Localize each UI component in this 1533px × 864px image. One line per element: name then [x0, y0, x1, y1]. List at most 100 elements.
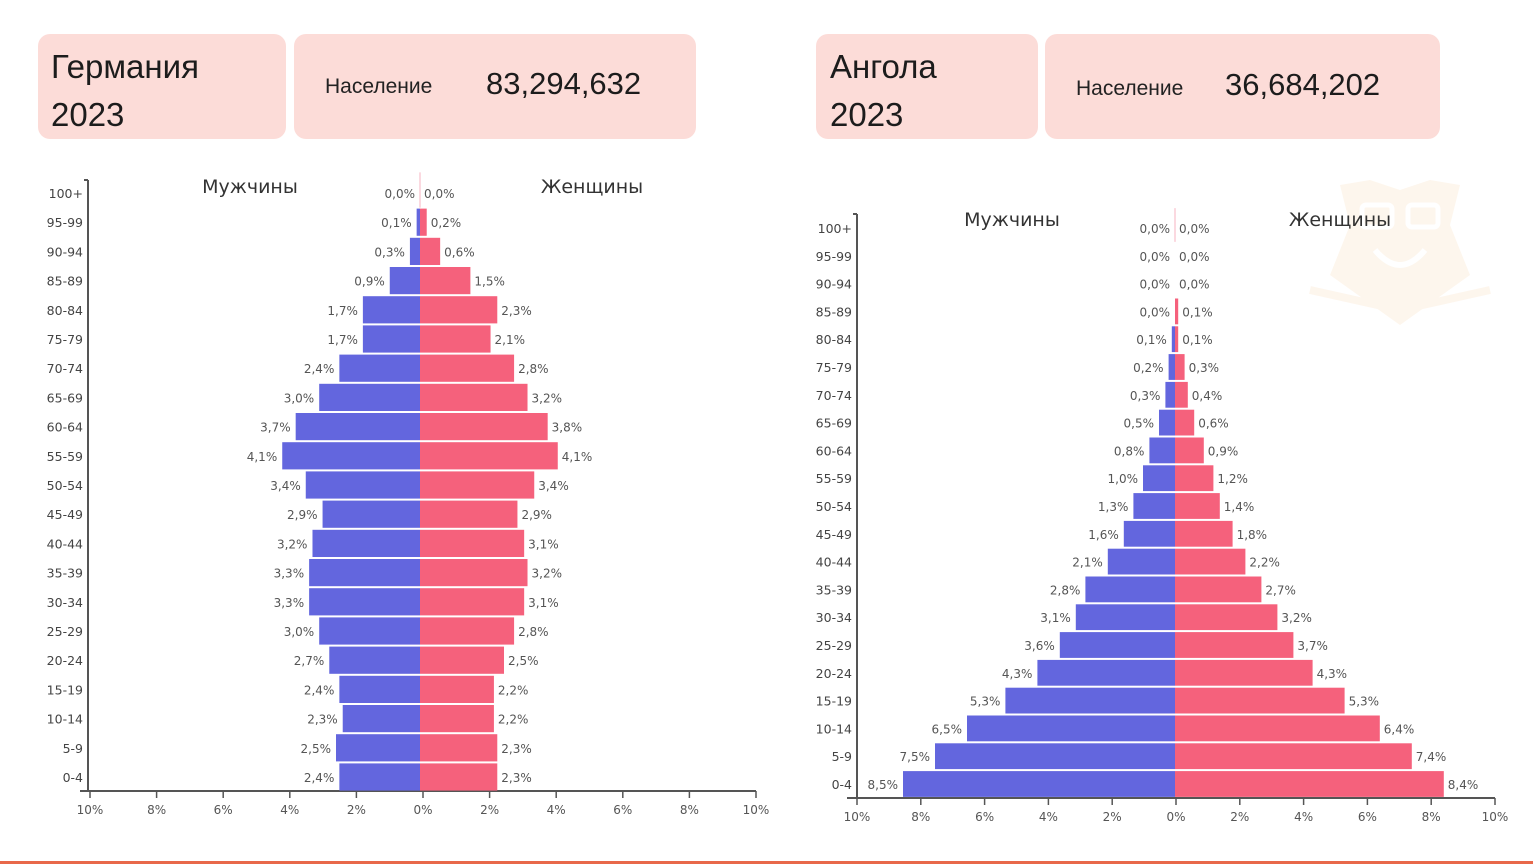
age-group-label: 25-29 — [816, 638, 852, 653]
bar-male — [309, 588, 420, 616]
age-group-label: 100+ — [818, 221, 852, 236]
bar-label-female: 2,8% — [518, 625, 549, 639]
bar-label-female: 0,0% — [1179, 278, 1210, 292]
bar-male — [1005, 687, 1175, 714]
bar-male — [1171, 326, 1175, 353]
bar-female — [420, 705, 494, 733]
bar-label-female: 2,2% — [1249, 556, 1280, 570]
bar-label-female: 2,3% — [501, 742, 532, 756]
bar-female — [1175, 409, 1195, 436]
bar-label-female: 6,4% — [1384, 722, 1415, 736]
bar-label-female: 0,6% — [444, 245, 475, 259]
age-group-label: 50-54 — [816, 499, 852, 514]
bar-label-female: 4,1% — [562, 450, 593, 464]
bar-female — [420, 296, 498, 324]
bar-label-male: 2,3% — [307, 713, 338, 727]
country-card-germany: Германия 2023 — [38, 34, 286, 139]
age-group-label: 45-49 — [816, 527, 852, 542]
bar-label-female: 3,8% — [552, 421, 583, 435]
bar-label-male: 3,3% — [274, 567, 305, 581]
x-tick-label: 4% — [547, 803, 566, 817]
country-name: Германия — [51, 48, 199, 85]
bar-male — [1075, 604, 1175, 631]
bar-male — [1149, 437, 1175, 464]
bar-label-female: 0,1% — [1182, 305, 1213, 319]
country-year: 2023 — [51, 96, 125, 133]
bar-female — [420, 529, 525, 557]
bar-label-female: 0,4% — [1192, 389, 1223, 403]
bar-male — [336, 734, 420, 762]
bar-label-male: 2,4% — [304, 362, 335, 376]
bar-male — [312, 529, 420, 557]
x-tick-label: 4% — [1294, 810, 1313, 824]
age-group-label: 65-69 — [47, 390, 83, 405]
bar-label-female: 0,3% — [1189, 361, 1220, 375]
bar-label-male: 3,7% — [260, 421, 291, 435]
bar-label-male: 0,1% — [1136, 333, 1167, 347]
bar-label-male: 0,0% — [1140, 305, 1171, 319]
x-tick-label: 6% — [613, 803, 632, 817]
bar-male — [903, 771, 1175, 797]
bar-label-female: 1,2% — [1217, 472, 1248, 486]
bar-label-female: 1,4% — [1224, 500, 1255, 514]
bar-male — [322, 500, 420, 528]
age-group-label: 20-24 — [47, 653, 83, 668]
bar-label-female: 0,1% — [1182, 333, 1213, 347]
bar-female — [420, 734, 498, 762]
bar-female — [420, 559, 528, 587]
bar-male — [339, 354, 420, 382]
bar-label-male: 0,1% — [381, 216, 412, 230]
bar-label-male: 3,1% — [1040, 611, 1071, 625]
legend-female: Женщины — [1289, 209, 1391, 231]
bar-male — [282, 442, 420, 470]
bar-label-male: 0,0% — [1140, 278, 1171, 292]
bar-label-male: 3,0% — [284, 391, 315, 405]
bar-label-male: 0,3% — [374, 245, 405, 259]
bar-label-female: 1,5% — [474, 275, 505, 289]
age-group-label: 50-54 — [47, 478, 83, 493]
bar-label-female: 2,5% — [508, 654, 539, 668]
age-group-label: 30-34 — [47, 595, 83, 610]
legend-male: Мужчины — [964, 209, 1060, 231]
bar-label-female: 3,2% — [532, 567, 563, 581]
bar-female — [1175, 548, 1246, 575]
bar-label-male: 2,5% — [301, 742, 332, 756]
x-tick-label: 8% — [147, 803, 166, 817]
bar-label-female: 0,6% — [1198, 417, 1229, 431]
legend-male: Мужчины — [202, 176, 298, 198]
bar-female — [1175, 520, 1233, 547]
bar-male — [967, 715, 1175, 742]
bar-female — [420, 763, 498, 791]
x-tick-label: 8% — [911, 810, 930, 824]
x-tick-label: 2% — [347, 803, 366, 817]
bar-female — [1175, 715, 1380, 742]
bar-female — [420, 646, 504, 674]
bar-label-male: 2,4% — [304, 771, 335, 785]
age-group-label: 90-94 — [47, 244, 83, 259]
x-tick-label: 2% — [1103, 810, 1122, 824]
bar-label-female: 2,7% — [1265, 583, 1296, 597]
bar-male — [389, 267, 420, 295]
bar-female — [1175, 632, 1294, 658]
bar-male — [1059, 632, 1175, 658]
bar-female — [420, 442, 558, 470]
bar-male — [309, 559, 420, 587]
bar-female — [1175, 437, 1204, 464]
bar-male — [339, 675, 420, 703]
population-value: 36,684,202 — [1225, 67, 1381, 102]
bar-label-female: 0,9% — [1208, 444, 1239, 458]
bar-label-male: 2,7% — [294, 654, 325, 668]
age-group-label: 45-49 — [47, 507, 83, 522]
population-card-germany: Население 83,294,632 — [294, 34, 696, 139]
age-group-label: 75-79 — [47, 332, 83, 347]
bar-male — [1085, 576, 1175, 603]
bar-label-male: 2,8% — [1050, 583, 1081, 597]
age-group-label: 30-34 — [816, 610, 852, 625]
bar-label-male: 3,6% — [1024, 639, 1055, 653]
population-value: 83,294,632 — [486, 66, 642, 101]
bar-label-male: 1,7% — [327, 333, 358, 347]
x-tick-label: 0% — [413, 803, 432, 817]
x-tick-label: 10% — [844, 810, 871, 824]
bar-female — [1175, 604, 1278, 631]
